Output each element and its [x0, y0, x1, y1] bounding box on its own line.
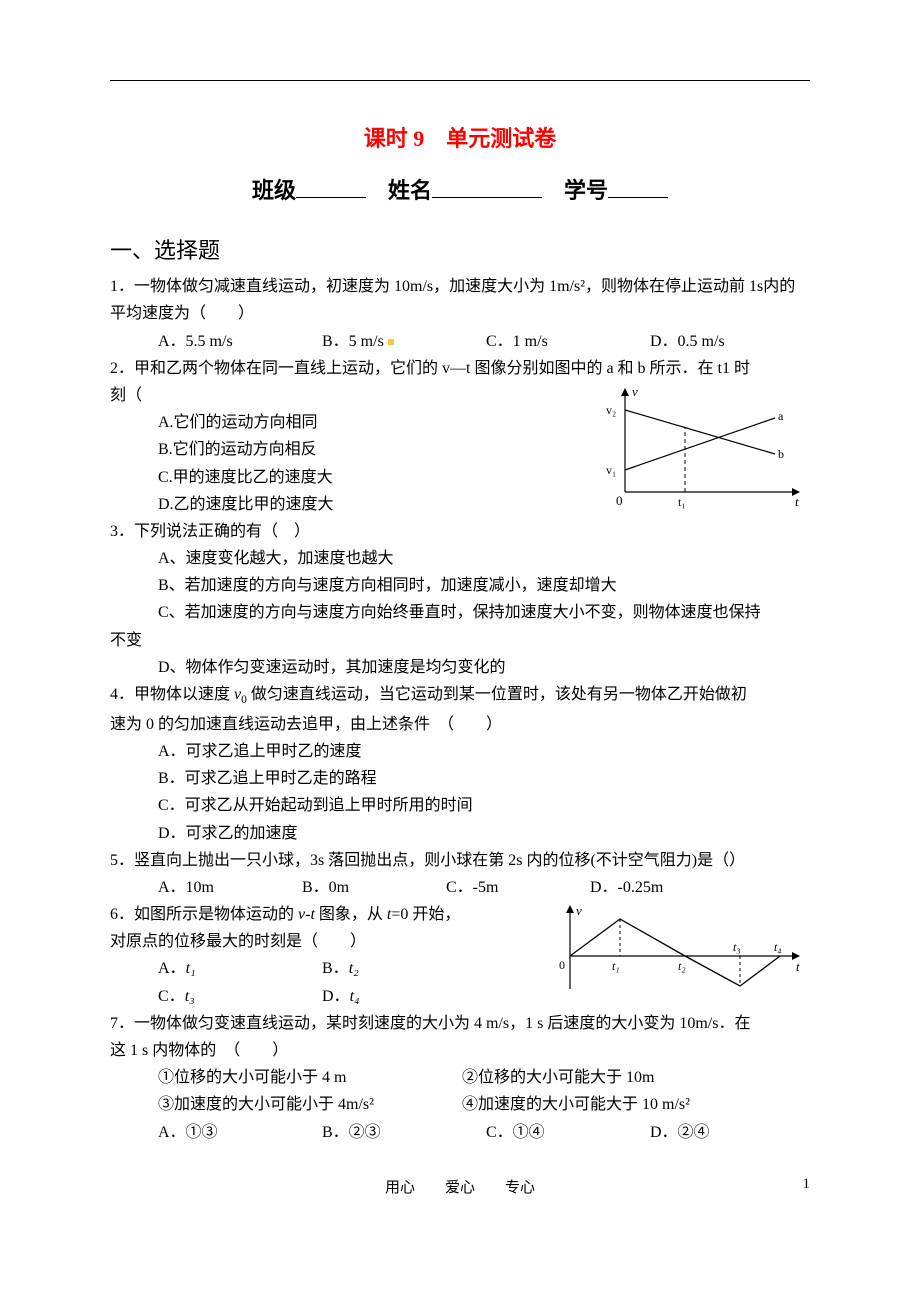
- class-blank[interactable]: [296, 173, 366, 198]
- q7-statements-row2: ③加速度的大小可能小于 4m/s² ④加速度的大小可能大于 10 m/s²: [158, 1091, 810, 1118]
- q3-opt-c[interactable]: C、若加速度的方向与速度方向始终垂直时，保持加速度大小不变，则物体速度也保持: [158, 599, 810, 626]
- q7-s2: ②位移的大小可能大于 10m: [462, 1064, 654, 1091]
- svg-text:t: t: [796, 959, 800, 974]
- name-label: 姓名: [388, 178, 432, 203]
- q1-opt-d[interactable]: D．0.5 m/s: [650, 328, 810, 355]
- q2-vt-graph: v t 0 a b v₁ v₂ t₁: [600, 382, 810, 512]
- id-label: 学号: [564, 178, 608, 203]
- q4-opt-c[interactable]: C．可求乙从开始起动到追上甲时所用的时间: [158, 792, 810, 819]
- q5-opt-d[interactable]: D．-0.25m: [590, 874, 730, 901]
- q3-opt-d[interactable]: D、物体作匀变速运动时，其加速度是均匀变化的: [158, 654, 810, 681]
- q4-stem-line1: 4．甲物体以速度 v0 做匀速直线运动，当它运动到某一位置时，该处有另一物体乙开…: [110, 681, 810, 711]
- student-info-line: 班级 姓名 学号: [110, 173, 810, 205]
- q6-vt-graph: v t 0 t₁ t₂ t₃ t₄: [550, 901, 810, 996]
- q6-opt-b[interactable]: B．t₂: [322, 955, 482, 982]
- q5-opt-b[interactable]: B．0m: [302, 874, 442, 901]
- q4-opt-a[interactable]: A．可求乙追上甲时乙的速度: [158, 738, 810, 765]
- section-1-heading: 一、选择题: [110, 233, 810, 265]
- q3-opt-a[interactable]: A、速度变化越大，加速度也越大: [158, 545, 810, 572]
- page: 课时 9 单元测试卷 班级 姓名 学号 一、选择题 1．一物体做匀减速直线运动，…: [0, 0, 920, 1227]
- q2-stem-line1: 2．甲和乙两个物体在同一直线上运动，它们的 v—t 图像分别如图中的 a 和 b…: [110, 355, 810, 382]
- class-label: 班级: [252, 178, 296, 203]
- q1-opt-a[interactable]: A．5.5 m/s: [158, 328, 318, 355]
- page-footer: 用心 爱心 专心 1: [110, 1176, 810, 1197]
- q7-stem-line2: 这 1 s 内物体的 （ ）: [110, 1037, 810, 1064]
- svg-text:v: v: [576, 903, 582, 918]
- svg-text:t: t: [795, 494, 799, 509]
- svg-text:t₁: t₁: [678, 495, 686, 509]
- q1-stem: 1．一物体做匀减速直线运动，初速度为 10m/s，加速度大小为 1m/s²，则物…: [110, 273, 810, 327]
- top-rule: [110, 80, 810, 81]
- q7-opt-d[interactable]: D．②④: [650, 1119, 810, 1146]
- q3-stem: 3．下列说法正确的有（ ）: [110, 518, 810, 545]
- id-blank[interactable]: [608, 173, 668, 198]
- q3-opt-c-cont: 不变: [110, 627, 810, 654]
- q7-s4: ④加速度的大小可能大于 10 m/s²: [462, 1091, 690, 1118]
- q4-opt-d[interactable]: D．可求乙的加速度: [158, 820, 810, 847]
- q1-options: A．5.5 m/s B．5 m/s C．1 m/s D．0.5 m/s: [158, 328, 810, 355]
- svg-text:v₁: v₁: [606, 463, 616, 477]
- q6-opt-d[interactable]: D．t₄: [322, 983, 482, 1010]
- svg-text:t₄: t₄: [774, 940, 782, 954]
- q3-opt-b[interactable]: B、若加速度的方向与速度方向相同时，加速度减小，速度却增大: [158, 572, 810, 599]
- svg-text:a: a: [778, 409, 784, 423]
- q7-opt-c[interactable]: C．①④: [486, 1119, 646, 1146]
- svg-text:0: 0: [616, 493, 623, 508]
- q4-opt-b[interactable]: B．可求乙追上甲时乙走的路程: [158, 765, 810, 792]
- q7-stem-line1: 7．一物体做匀变速直线运动，某时刻速度的大小为 4 m/s，1 s 后速度的大小…: [110, 1010, 810, 1037]
- q5-options: A．10m B．0m C．-5m D．-0.25m: [158, 874, 810, 901]
- page-number: 1: [803, 1176, 811, 1193]
- q7-statements-row1: ①位移的大小可能小于 4 m ②位移的大小可能大于 10m: [158, 1064, 810, 1091]
- q1-opt-c[interactable]: C．1 m/s: [486, 328, 646, 355]
- name-blank[interactable]: [432, 173, 542, 198]
- q6-opt-a[interactable]: A．t₁: [158, 955, 318, 982]
- q1-opt-b[interactable]: B．5 m/s: [322, 328, 482, 355]
- svg-text:v: v: [632, 384, 638, 399]
- svg-text:0: 0: [559, 958, 565, 972]
- svg-text:t₃: t₃: [733, 940, 741, 954]
- q5-stem: 5．竖直向上抛出一只小球，3s 落回抛出点，则小球在第 2s 内的位移(不计空气…: [110, 847, 810, 874]
- q7-opt-b[interactable]: B．②③: [322, 1119, 482, 1146]
- svg-text:t₁: t₁: [612, 959, 620, 973]
- doc-title: 课时 9 单元测试卷: [110, 121, 810, 153]
- svg-text:t₂: t₂: [678, 959, 686, 973]
- q4-stem-line2: 速为 0 的匀加速直线运动去追甲，由上述条件 （ ）: [110, 711, 810, 738]
- q7-opt-a[interactable]: A．①③: [158, 1119, 318, 1146]
- q7-s1: ①位移的大小可能小于 4 m: [158, 1064, 458, 1091]
- footer-motto: 用心 爱心 专心: [385, 1180, 535, 1196]
- q5-opt-a[interactable]: A．10m: [158, 874, 298, 901]
- q6-opt-c[interactable]: C．t₃: [158, 983, 318, 1010]
- q5-opt-c[interactable]: C．-5m: [446, 874, 586, 901]
- q7-s3: ③加速度的大小可能小于 4m/s²: [158, 1091, 458, 1118]
- svg-text:v₂: v₂: [606, 403, 616, 417]
- q7-options: A．①③ B．②③ C．①④ D．②④: [158, 1119, 810, 1146]
- inline-marker-icon: [388, 339, 394, 345]
- svg-text:b: b: [778, 447, 784, 461]
